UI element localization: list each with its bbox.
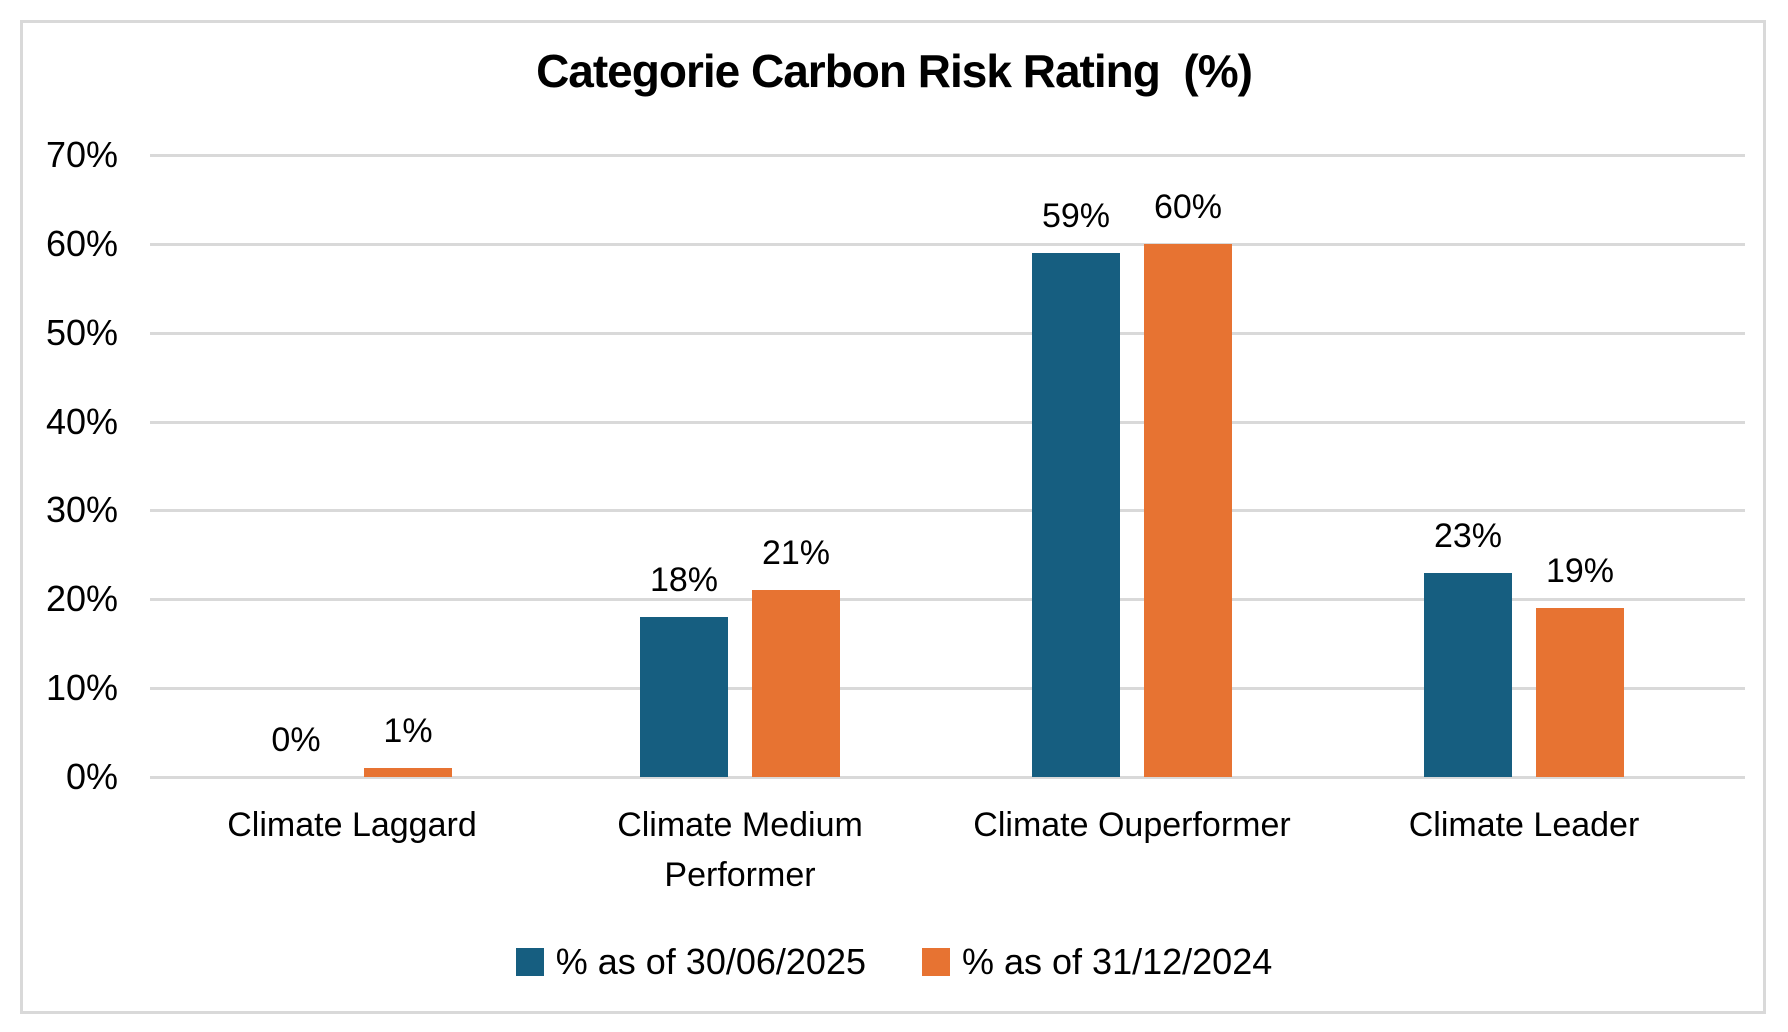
legend-item: % as of 30/06/2025 (515, 941, 866, 983)
chart-legend: % as of 30/06/2025 % as of 31/12/2024 (0, 941, 1788, 983)
legend-swatch-icon (922, 948, 950, 976)
bar (1536, 608, 1624, 777)
data-label: 23% (1433, 517, 1503, 555)
y-axis-tick-label: 50% (45, 312, 118, 353)
gridline (150, 687, 1745, 690)
category-label-line: Climate Medium (617, 806, 863, 844)
y-axis-tick-label: 70% (45, 134, 118, 175)
data-label: 1% (383, 712, 433, 750)
data-label: 0% (271, 721, 321, 759)
y-axis-tick-label: 0% (65, 756, 118, 797)
category-label-line: Performer (664, 856, 816, 894)
category-label: Climate Ouperformer (922, 800, 1342, 850)
bar (364, 768, 452, 777)
chart-title: Categorie Carbon Risk Rating (%) (536, 45, 1253, 97)
legend-label: % as of 31/12/2024 (962, 941, 1273, 982)
category-label-line: Climate Laggard (227, 806, 477, 844)
legend-item: % as of 31/12/2024 (922, 941, 1272, 983)
category-label: Climate Laggard (142, 800, 562, 850)
gridline (150, 421, 1745, 424)
bar (1032, 253, 1120, 777)
legend-label: % as of 30/06/2025 (555, 941, 866, 982)
gridline (150, 332, 1745, 335)
y-axis-tick-label: 60% (45, 223, 118, 264)
data-label: 19% (1545, 552, 1615, 590)
bar (1144, 244, 1232, 777)
data-label: 18% (649, 561, 719, 599)
data-label: 60% (1153, 188, 1223, 226)
y-axis-tick-label: 40% (45, 401, 118, 442)
category-label-line: Climate Leader (1408, 806, 1640, 844)
category-label-line: Climate Ouperformer (973, 806, 1291, 844)
bar (752, 590, 840, 777)
bar (640, 617, 728, 777)
gridline (150, 509, 1745, 512)
legend-swatch-icon (515, 948, 544, 976)
data-label: 21% (761, 534, 831, 572)
y-axis-tick-label: 30% (45, 489, 118, 530)
y-axis-tick-label: 20% (45, 578, 118, 619)
category-label: Climate Medium Performer (530, 800, 950, 900)
y-axis-tick-label: 10% (45, 667, 118, 708)
gridline (150, 776, 1745, 779)
bar (1424, 573, 1512, 777)
gridline (150, 154, 1745, 157)
data-label: 59% (1041, 197, 1111, 235)
gridline (150, 598, 1745, 601)
category-label: Climate Leader (1314, 800, 1734, 850)
gridline (150, 243, 1745, 246)
